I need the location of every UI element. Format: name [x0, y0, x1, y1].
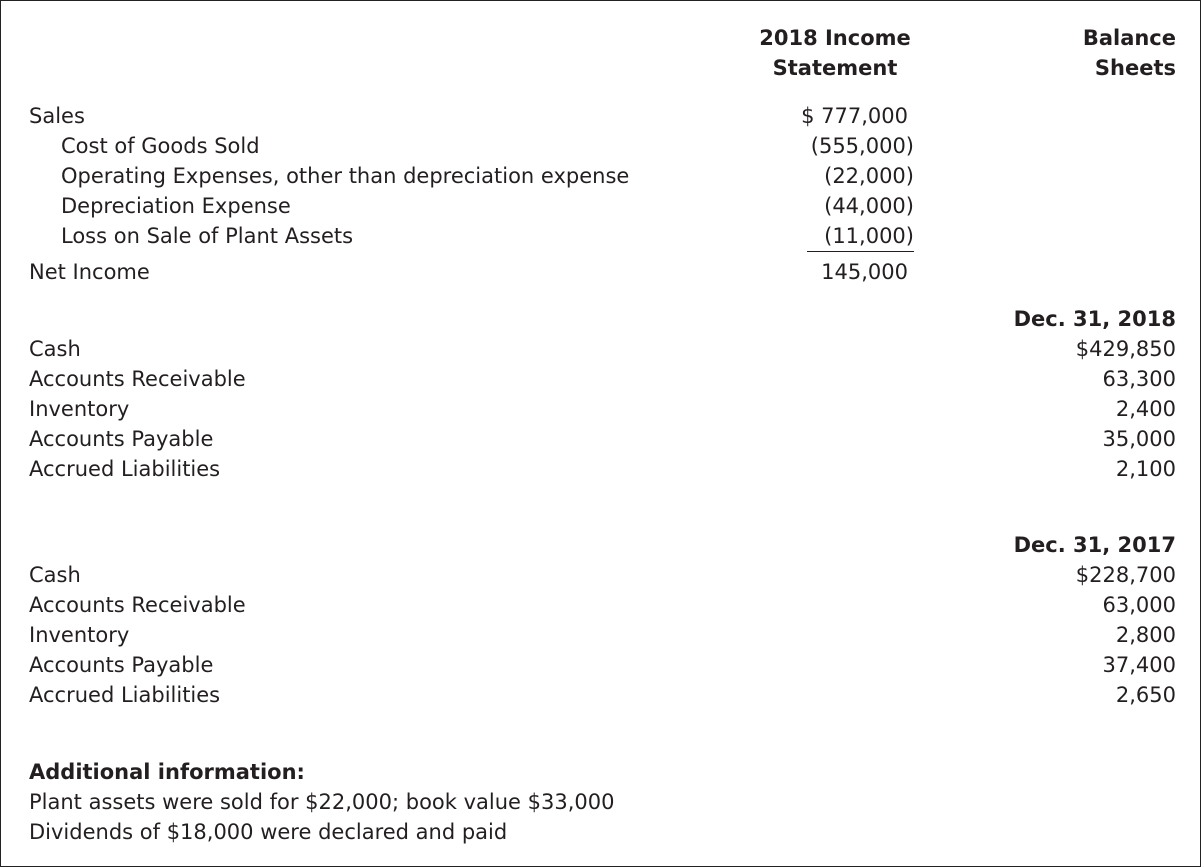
row-label: Inventory [29, 623, 130, 647]
amount: 63,300 [1102, 367, 1176, 391]
amount: (44,000) [824, 194, 914, 218]
row-label: Depreciation Expense [61, 194, 291, 218]
row-label: Cash [29, 563, 81, 587]
amount: 2,800 [1115, 623, 1176, 647]
row-label: Accounts Receivable [29, 367, 246, 391]
amount: $ 777,000 [801, 104, 908, 128]
row-label: Operating Expenses, other than depreciat… [61, 164, 630, 188]
amount: $429,850 [1075, 337, 1176, 361]
amount: 145,000 [821, 260, 908, 284]
amount: (555,000) [810, 134, 914, 158]
row-label: Loss on Sale of Plant Assets [61, 224, 354, 248]
row-label: Cost of Goods Sold [61, 134, 260, 158]
amount: $228,700 [1075, 563, 1176, 587]
date-header: Dec. 31, 2017 [1013, 533, 1176, 557]
row-label: Cash [29, 337, 81, 361]
amount: (11,000) [824, 224, 914, 248]
note: Dividends of $18,000 were declared and p… [29, 820, 508, 844]
amount: 37,400 [1102, 653, 1176, 677]
amount: (22,000) [824, 164, 914, 188]
column-header: Sheets [1094, 56, 1176, 80]
note: Plant assets were sold for $22,000; book… [29, 790, 615, 814]
row-label: Accounts Payable [29, 427, 214, 451]
total-rule [807, 251, 914, 252]
row-label: Net Income [29, 260, 150, 284]
amount: 2,400 [1115, 397, 1176, 421]
column-header: Statement [772, 56, 898, 80]
amount: 2,100 [1115, 457, 1176, 481]
date-header: Dec. 31, 2018 [1013, 307, 1176, 331]
amount: 35,000 [1102, 427, 1176, 451]
amount: 63,000 [1102, 593, 1176, 617]
column-header: 2018 Income [759, 26, 911, 50]
column-header: Balance [1082, 26, 1176, 50]
row-label: Sales [29, 104, 85, 128]
amount: 2,650 [1115, 683, 1176, 707]
section-title: Additional information: [29, 760, 305, 784]
row-label: Accrued Liabilities [29, 683, 221, 707]
row-label: Inventory [29, 397, 130, 421]
row-label: Accrued Liabilities [29, 457, 221, 481]
row-label: Accounts Payable [29, 653, 214, 677]
row-label: Accounts Receivable [29, 593, 246, 617]
